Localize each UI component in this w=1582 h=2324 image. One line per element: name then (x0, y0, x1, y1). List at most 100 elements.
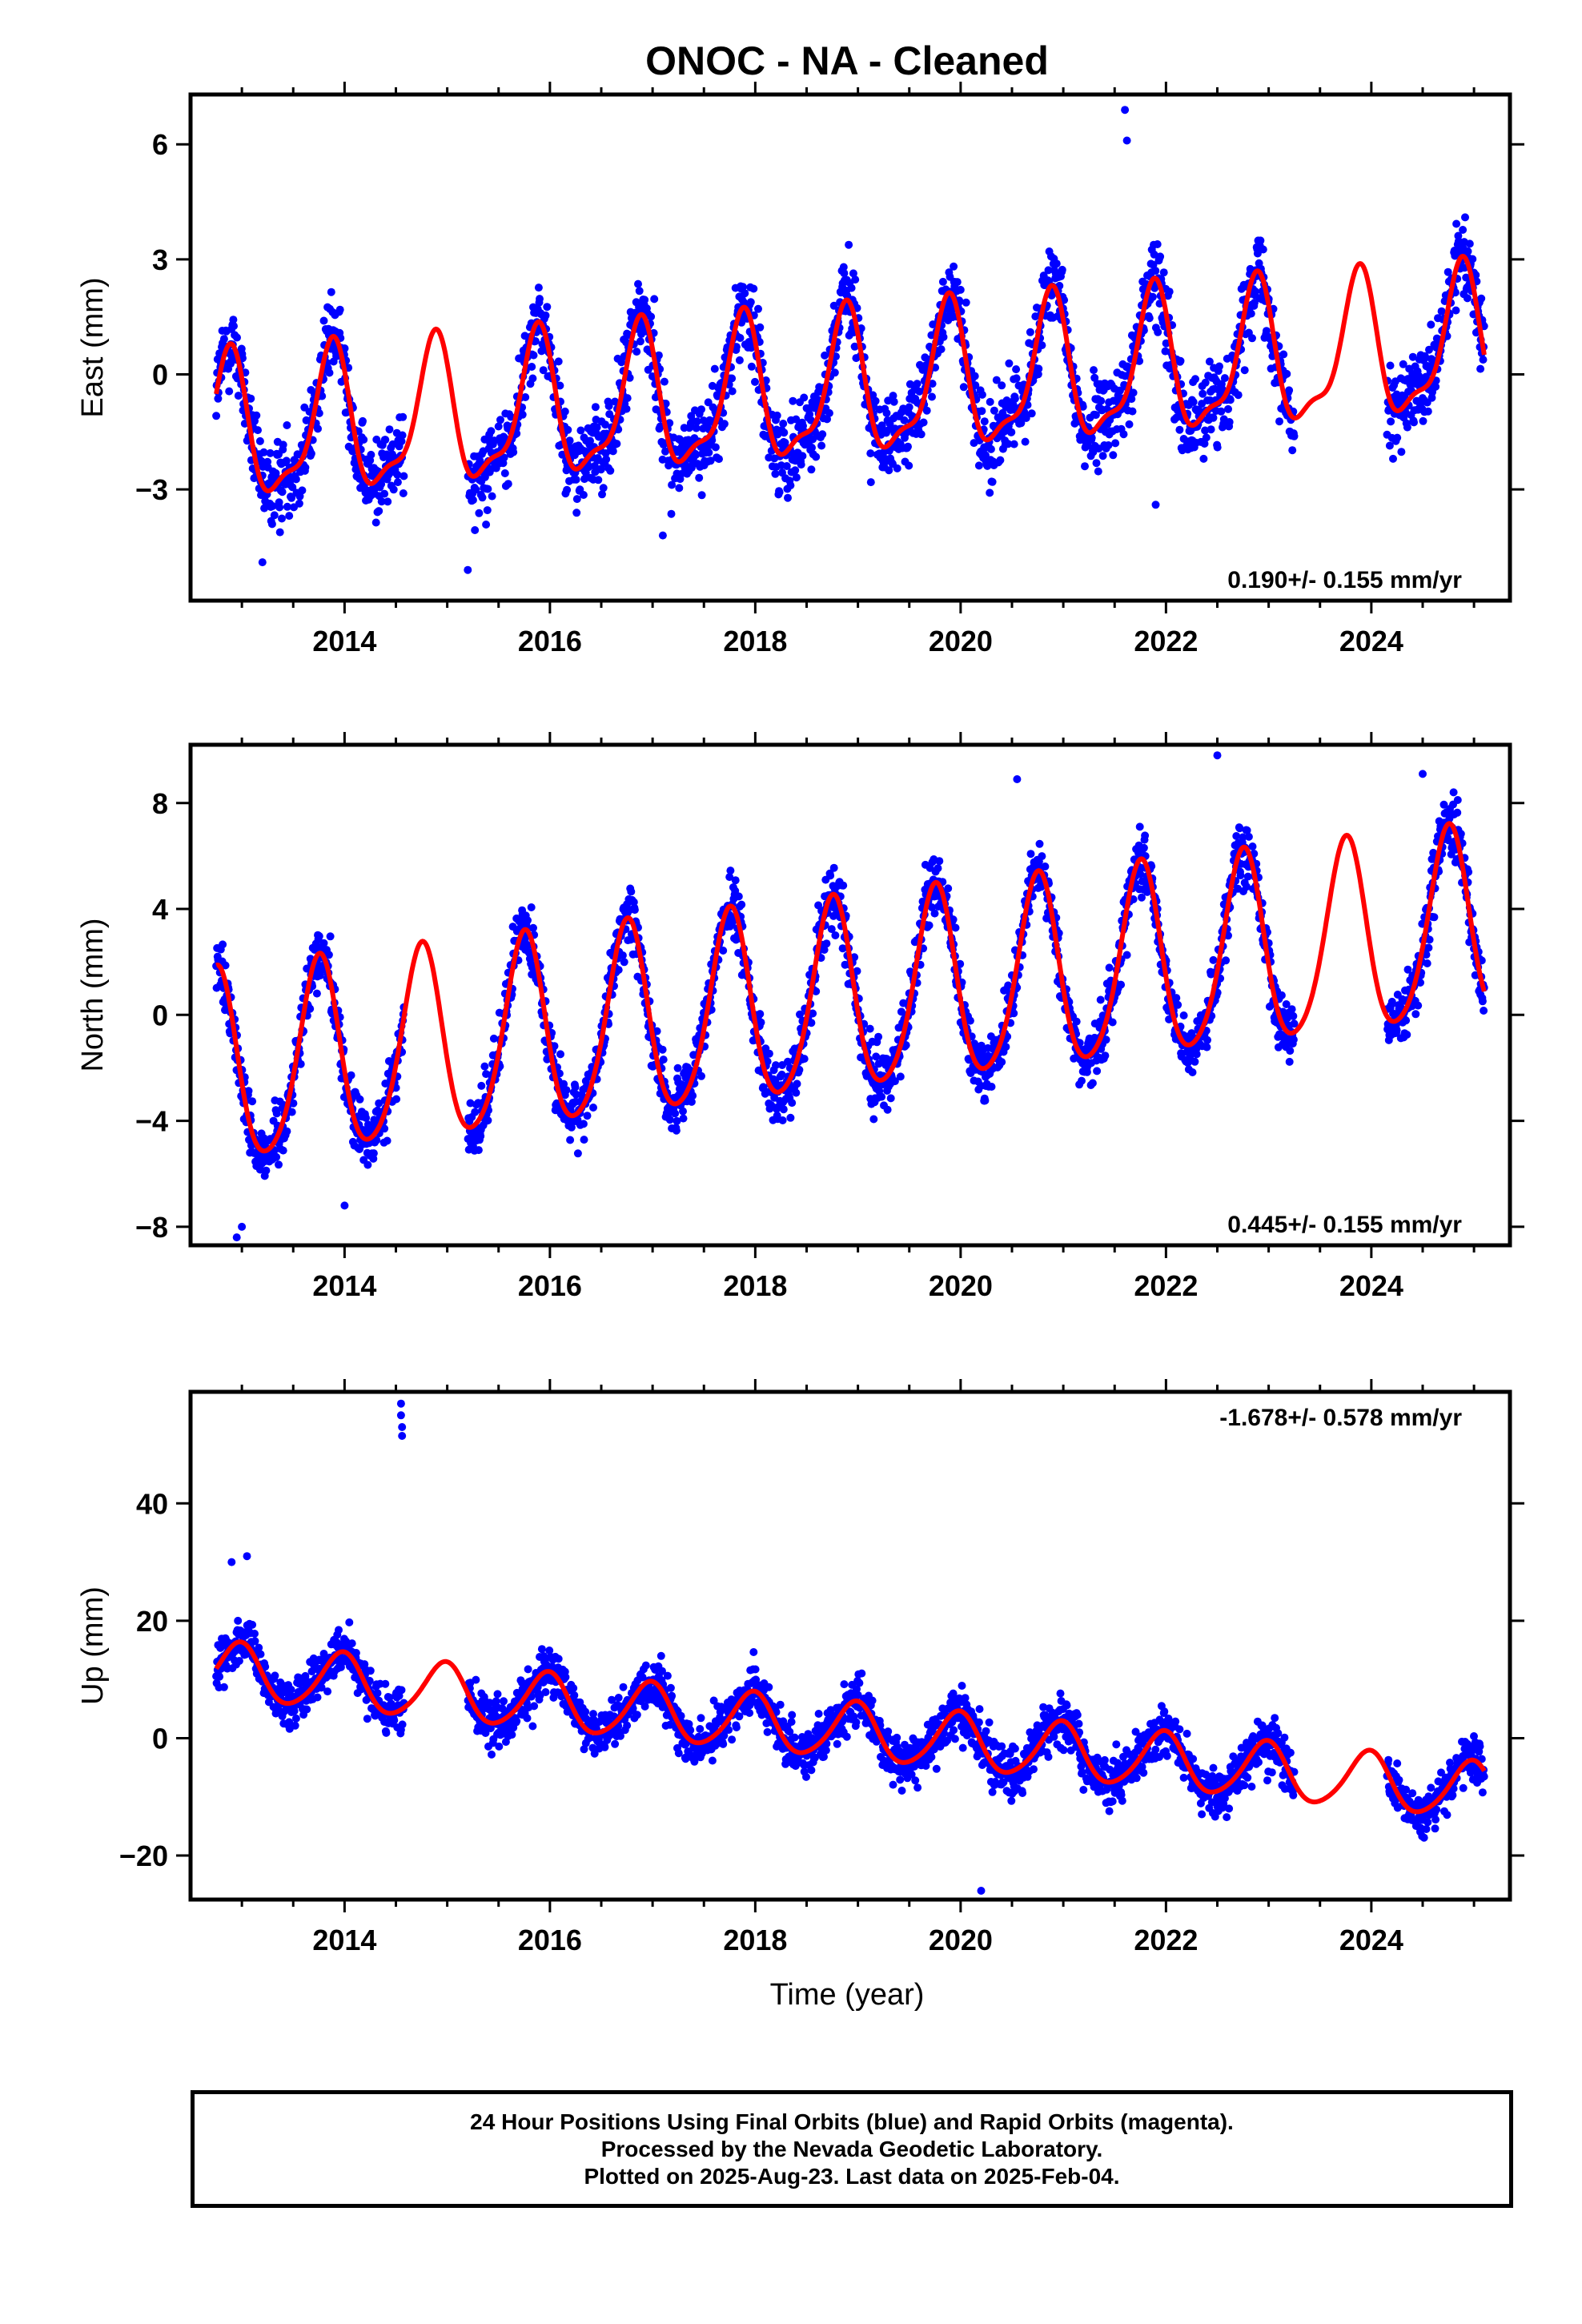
data-point (1408, 352, 1417, 361)
data-point (726, 866, 735, 875)
data-point (756, 1010, 765, 1019)
data-point (312, 989, 321, 998)
data-point (278, 514, 286, 523)
data-point (471, 526, 480, 534)
data-point (589, 1104, 597, 1112)
data-point (1224, 404, 1232, 413)
data-point (1232, 832, 1241, 840)
data-point (219, 1683, 228, 1691)
data-point (849, 269, 857, 278)
data-point (757, 1018, 765, 1027)
data-point (397, 437, 406, 445)
data-point (258, 558, 267, 567)
data-point (247, 394, 255, 403)
data-point (697, 405, 705, 414)
data-point (944, 884, 953, 893)
data-point (1097, 396, 1106, 405)
data-point (584, 463, 593, 472)
data-point (1191, 375, 1199, 384)
data-point (949, 915, 958, 924)
data-point (319, 939, 328, 947)
data-point (1172, 994, 1181, 1003)
data-point (681, 460, 690, 469)
data-point (212, 412, 221, 420)
data-point (229, 316, 238, 324)
data-point (230, 322, 238, 331)
data-point (318, 392, 327, 400)
data-point (1449, 788, 1458, 797)
data-point (756, 323, 765, 332)
data-point (1480, 1007, 1488, 1015)
data-point (1206, 396, 1215, 404)
data-point (763, 1057, 772, 1066)
data-point (966, 1016, 974, 1025)
data-point (905, 461, 913, 470)
data-point (829, 301, 838, 310)
data-point (765, 1049, 773, 1058)
data-point (1021, 437, 1030, 446)
data-point (793, 1080, 801, 1088)
data-point (1010, 440, 1018, 448)
data-point (1117, 980, 1126, 989)
data-point (812, 452, 821, 461)
data-point (737, 900, 746, 909)
data-point (1461, 213, 1469, 222)
data-point (1403, 965, 1412, 974)
data-point (754, 304, 762, 313)
data-point (734, 892, 743, 901)
data-point (327, 287, 335, 296)
data-point (1453, 796, 1462, 804)
data-point (534, 283, 543, 292)
data-point (1285, 1057, 1294, 1066)
data-point (375, 507, 383, 516)
data-point (605, 410, 614, 419)
data-point (697, 1072, 705, 1080)
data-point (1012, 374, 1021, 383)
data-point (477, 1081, 486, 1090)
data-point (792, 1088, 801, 1097)
data-point (725, 873, 734, 882)
data-point (1202, 433, 1211, 442)
data-point (625, 373, 634, 382)
data-point (606, 466, 615, 475)
data-point (1248, 842, 1257, 850)
data-point (464, 565, 472, 574)
data-point (1138, 893, 1146, 902)
data-point (779, 1105, 788, 1114)
data-point (369, 1149, 378, 1158)
data-point (283, 1127, 291, 1136)
data-point (1072, 1017, 1081, 1026)
data-point (1176, 356, 1185, 365)
data-point (528, 363, 536, 371)
data-point (572, 495, 581, 504)
data-point (500, 453, 508, 462)
scatter-points-north (212, 751, 1488, 1242)
data-point (400, 472, 408, 480)
data-point (620, 958, 628, 967)
data-point (375, 1099, 383, 1108)
data-point (1081, 462, 1089, 471)
data-point (1159, 268, 1168, 277)
data-point (739, 283, 747, 292)
data-point (214, 394, 223, 403)
data-point (484, 485, 492, 493)
data-point (884, 396, 893, 405)
data-point (679, 1114, 688, 1123)
data-point (650, 295, 659, 304)
y-tick-label: 6 (152, 128, 168, 161)
data-point (238, 1222, 247, 1231)
y-tick-label: −3 (135, 473, 168, 506)
data-point (1010, 394, 1019, 403)
data-point (1385, 441, 1394, 450)
data-point (1244, 832, 1253, 841)
data-point (482, 521, 491, 529)
data-point (693, 417, 701, 426)
data-point (480, 1062, 489, 1071)
data-point (596, 465, 605, 474)
data-point (560, 407, 569, 416)
data-point (735, 356, 744, 364)
data-point (1220, 374, 1229, 383)
data-point (1082, 1068, 1091, 1076)
data-point (928, 392, 936, 401)
data-point (1437, 307, 1446, 316)
